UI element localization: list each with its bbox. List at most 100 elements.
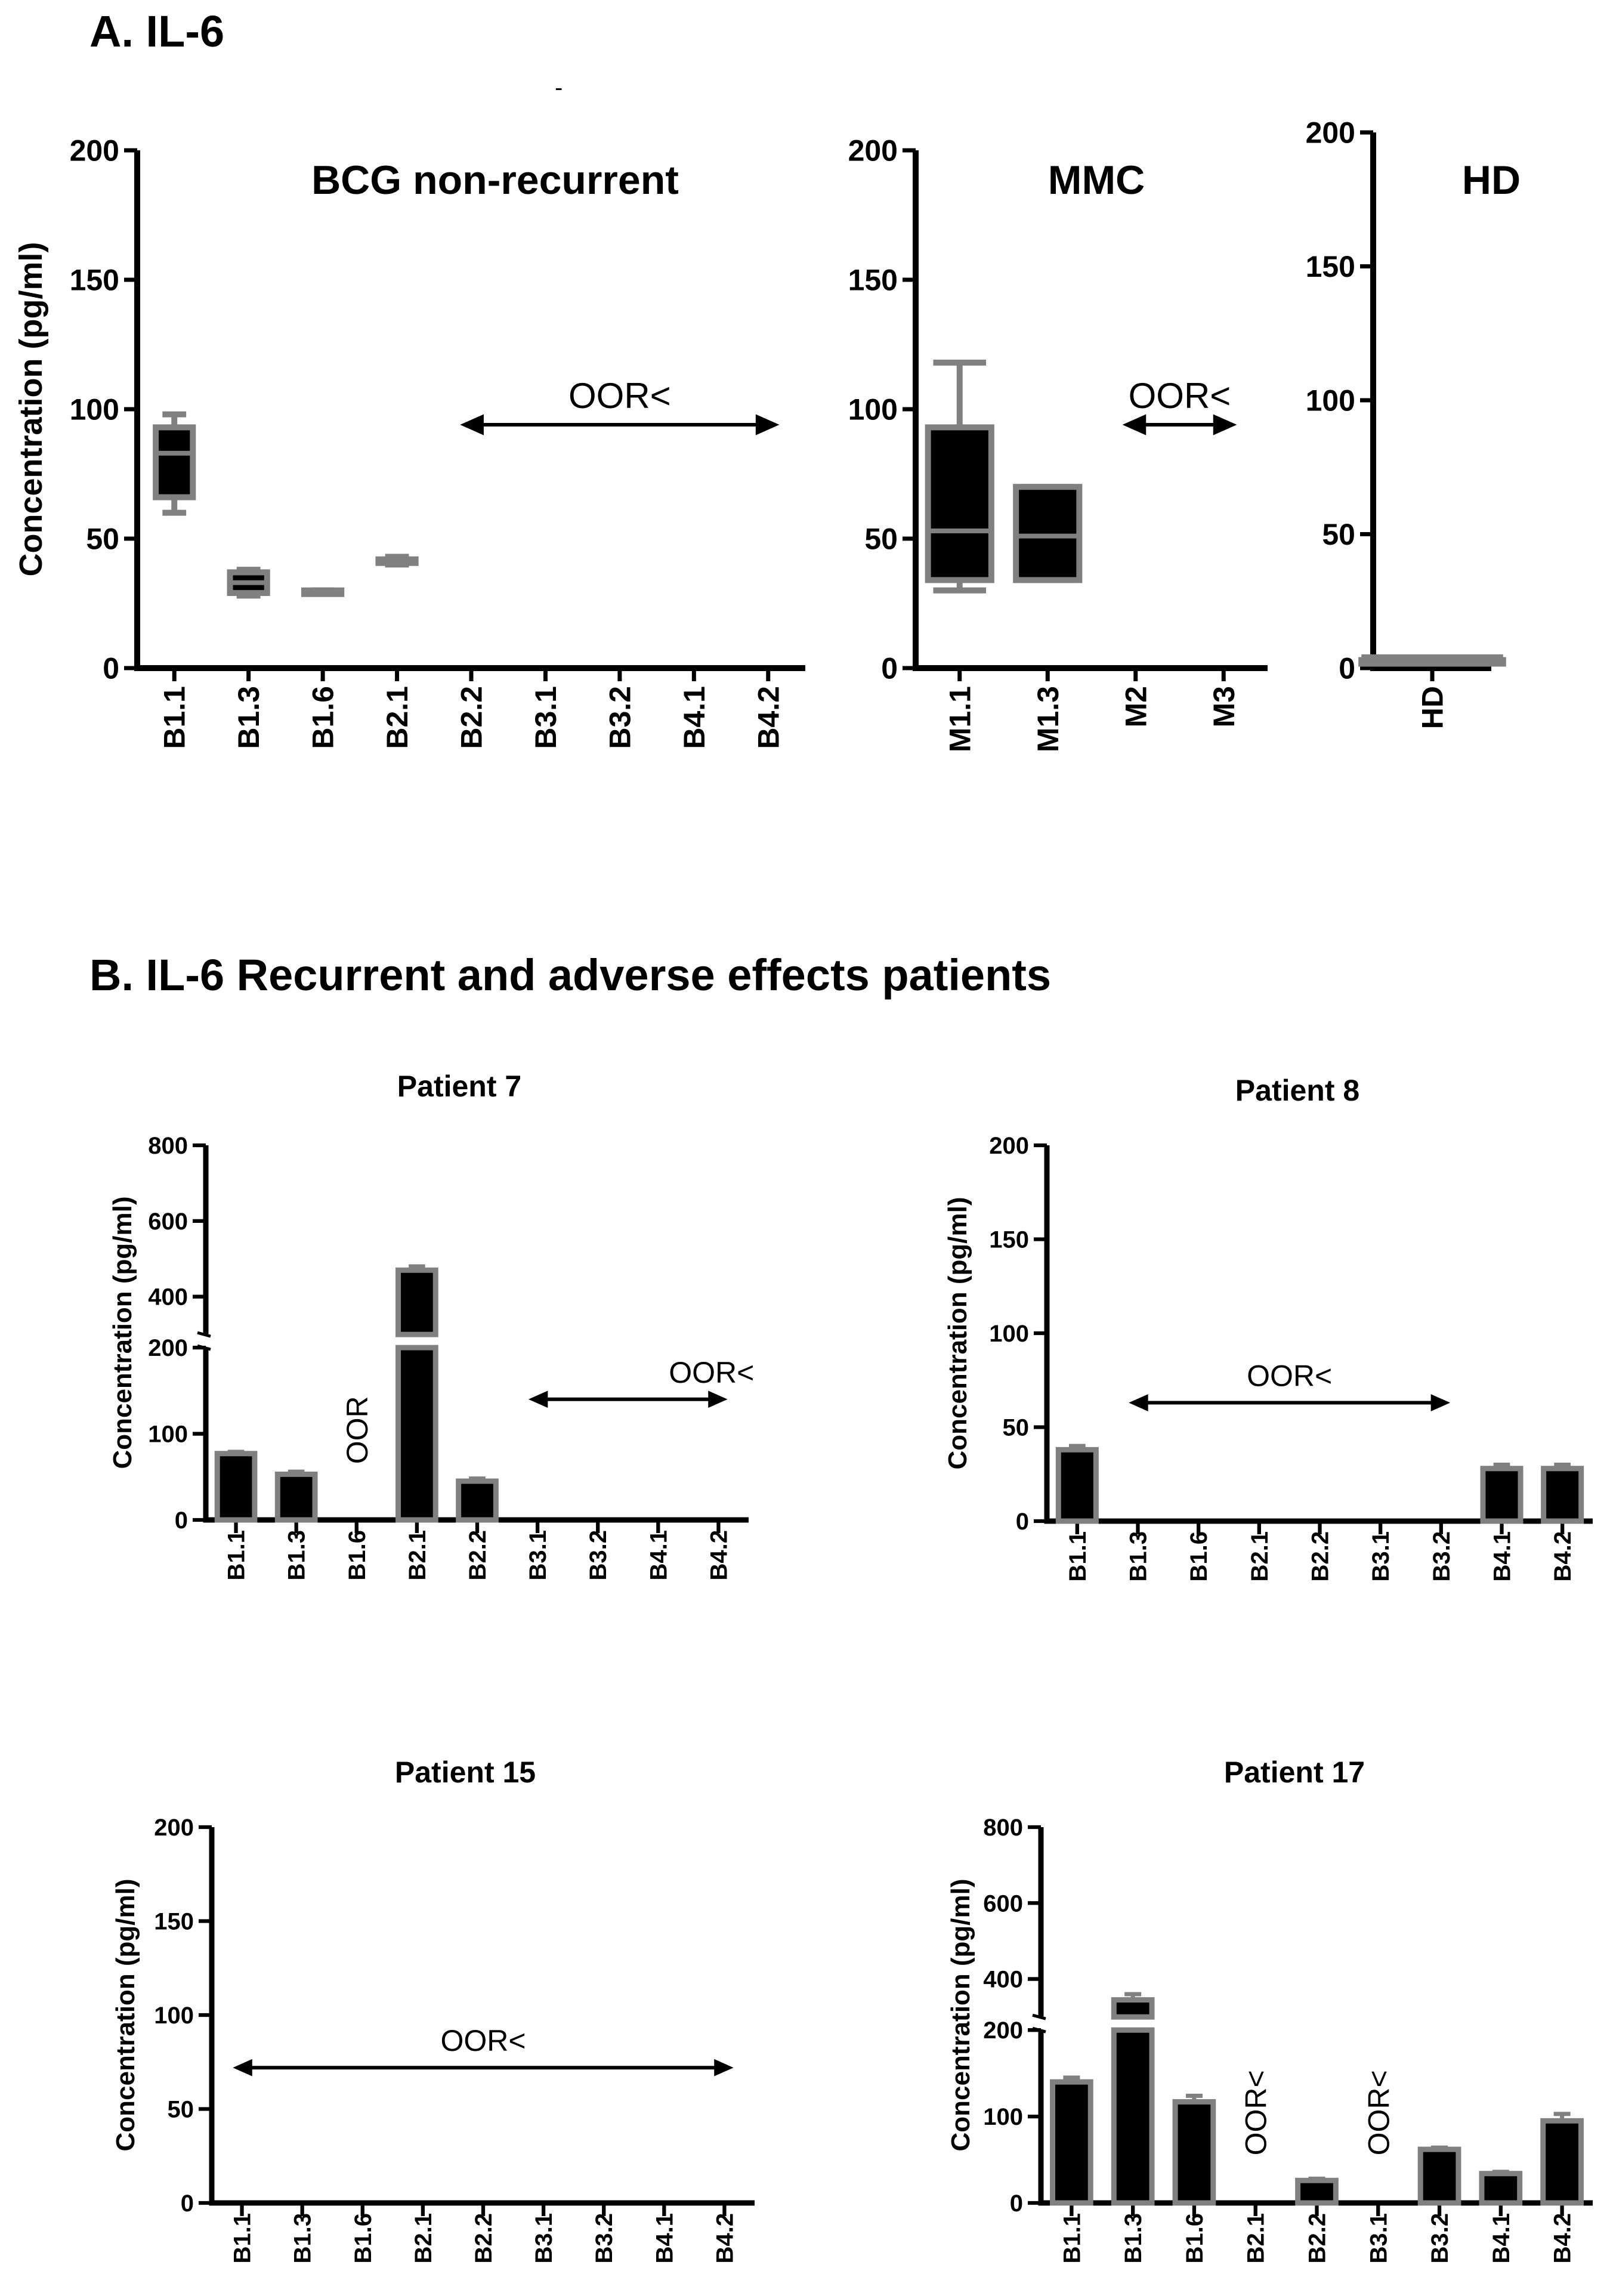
x-tick-label: M1.1 [943, 686, 976, 752]
x-tick-label: M2 [1119, 686, 1152, 727]
y-tick-label: 150 [70, 264, 119, 297]
chart-title: BCG non-recurrent [311, 157, 679, 203]
oor-annotation: OOR< [440, 2024, 526, 2057]
y-tick-label: 0 [181, 2190, 194, 2217]
y-tick-label: 200 [154, 1815, 194, 1841]
x-tick-label: B1.3 [1126, 1531, 1152, 1582]
x-tick-label: B1.6 [350, 2213, 376, 2264]
bar [1172, 2099, 1216, 2206]
panel-b-title: B. IL-6 Recurrent and adverse effects pa… [89, 950, 1051, 1000]
x-tick-label: B3.1 [531, 2213, 557, 2264]
bar [1111, 1997, 1155, 2020]
arrowhead-right [708, 1390, 728, 1408]
x-tick-label: B2.2 [471, 2213, 497, 2264]
x-tick-label: B1.3 [232, 686, 265, 749]
y-tick-label: 50 [168, 2097, 194, 2123]
y-tick-label: 400 [983, 1967, 1023, 1993]
x-tick-label: B2.2 [465, 1530, 491, 1581]
chart-title: MMC [1048, 157, 1145, 203]
arrowhead-right [714, 2059, 734, 2076]
x-tick-label: B3.2 [591, 2213, 617, 2264]
chart-title: Patient 17 [1224, 1756, 1365, 1789]
y-tick-label: 0 [881, 652, 898, 685]
oor-annotation: OOR< [568, 376, 671, 416]
x-tick-label: B4.2 [712, 2213, 738, 2264]
y-tick-label: 200 [70, 134, 119, 168]
y-tick-label: 100 [989, 1321, 1029, 1347]
axis-break-mark [1032, 2013, 1046, 2020]
oor-annotation: OOR< [1129, 376, 1231, 416]
y-tick-label: 100 [1306, 384, 1355, 418]
x-tick-label: B4.1 [1490, 1531, 1516, 1582]
x-tick-label: B3.2 [1427, 2213, 1453, 2264]
y-tick-label: 0 [1016, 1509, 1029, 1535]
y-tick-label: 0 [103, 652, 119, 685]
y-tick-label: 600 [983, 1890, 1023, 1917]
x-tick-label: B3.1 [525, 1530, 551, 1581]
y-tick-label: 200 [848, 134, 898, 168]
x-tick-label: B3.1 [1368, 1531, 1394, 1582]
chart-title: Patient 8 [1235, 1074, 1359, 1107]
arrowhead-right [1430, 1394, 1451, 1411]
x-tick-label: B4.2 [752, 686, 785, 749]
y-tick-label: 50 [86, 523, 119, 556]
y-tick-label: 200 [989, 1133, 1029, 1159]
bar [1295, 2177, 1339, 2206]
oor-annotation: OOR< [1240, 2070, 1273, 2155]
x-tick-label: B2.1 [1247, 1531, 1273, 1582]
y-tick-label: 50 [864, 523, 898, 556]
arrowhead-left [528, 1390, 548, 1408]
x-tick-label: B1.1 [1065, 1531, 1091, 1582]
x-tick-label: B1.3 [284, 1530, 310, 1581]
y-tick-label: 100 [70, 393, 119, 427]
x-tick-label: B2.1 [381, 686, 414, 749]
x-tick-label: B4.2 [1550, 2213, 1576, 2264]
oor-annotation: OOR [341, 1396, 374, 1464]
chart-title: HD [1462, 157, 1521, 203]
arrowhead-left [1122, 414, 1147, 435]
y-tick-label: 200 [148, 1335, 188, 1361]
x-tick-label: B4.1 [678, 686, 711, 749]
arrowhead-right [1213, 414, 1237, 435]
x-tick-label: B4.2 [1550, 1531, 1576, 1582]
chart-p8: Patient 8 Concentration (pg/ml) 0 50 100 150 2… [943, 1074, 1593, 1582]
y-axis-label: Concentration (pg/ml) [943, 1197, 972, 1469]
x-tick-label: B3.1 [529, 686, 563, 749]
y-tick-label: 200 [1306, 116, 1355, 150]
bar [395, 1345, 438, 1523]
chart-title: Patient 15 [395, 1756, 536, 1789]
y-tick-label: 100 [983, 2104, 1023, 2130]
y-tick-label: 100 [848, 393, 898, 427]
oor-annotation: OOR< [1362, 2070, 1395, 2155]
x-tick-label: B2.2 [1308, 1531, 1334, 1582]
oor-annotation: OOR< [669, 1356, 754, 1389]
box [925, 424, 994, 583]
y-axis-label: Concentration (pg/ml) [108, 1196, 137, 1469]
y-tick-label: 200 [983, 2017, 1023, 2044]
bar [1111, 2027, 1155, 2206]
y-axis-label: Concentration (pg/ml) [13, 242, 49, 577]
chart-p7: Patient 7 Concentration (pg/ml) 0 100 200 400… [108, 1070, 754, 1581]
arrowhead-left [1129, 1394, 1148, 1411]
x-tick-label: B1.6 [1182, 2213, 1208, 2264]
panel-a-title: A. IL-6 [89, 7, 224, 56]
y-tick-label: 100 [148, 1422, 188, 1448]
y-tick-label: 600 [148, 1209, 188, 1235]
bar [395, 1267, 438, 1337]
chart-p15: Patient 15 Concentration (pg/ml) 0 50 100 150… [111, 1756, 755, 2264]
y-tick-label: 100 [154, 2003, 194, 2029]
x-tick-label: B1.1 [1059, 2213, 1085, 2264]
arrowhead-left [460, 414, 484, 435]
chart-p17: Patient 17 Concentration (pg/ml) 0 100 200 40… [946, 1756, 1593, 2264]
x-tick-label: B2.1 [404, 1530, 431, 1581]
y-tick-label: 50 [1322, 518, 1355, 551]
bar [1541, 1466, 1584, 1524]
y-tick-label: 50 [1003, 1415, 1030, 1441]
arrowhead-left [233, 2059, 252, 2076]
x-tick-label: B2.1 [1243, 2213, 1269, 2264]
y-tick-label: 0 [1010, 2190, 1023, 2217]
chart-title: Patient 7 [397, 1070, 521, 1103]
axis-break-mark [197, 1331, 211, 1338]
bar [1480, 1466, 1524, 1524]
